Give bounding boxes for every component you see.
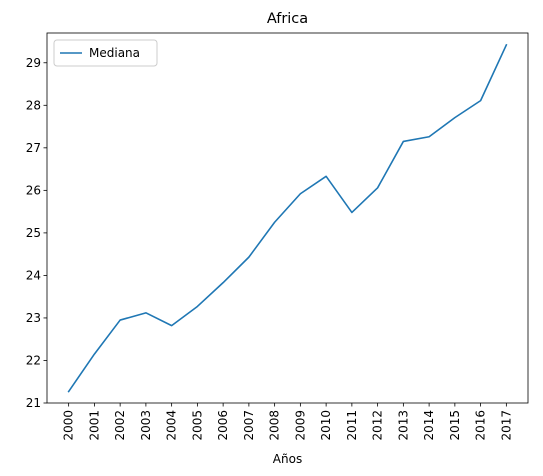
x-tick-label: 2002 <box>113 410 127 441</box>
x-tick-label: 2010 <box>319 410 333 441</box>
x-tick-label: 2017 <box>499 410 513 441</box>
legend: Mediana <box>53 39 158 67</box>
legend-box <box>53 39 158 67</box>
x-axis: 2000 2001 2002 2003 2004 2005 2006 2007 2008 2009… <box>62 403 513 441</box>
x-tick-label: 2004 <box>165 410 179 441</box>
y-tick-label: 25 <box>26 226 41 240</box>
x-tick-label: 2012 <box>371 410 385 441</box>
x-tick-label: 2006 <box>216 410 230 441</box>
y-tick-label: 29 <box>26 56 41 70</box>
plot-frame <box>46 32 529 404</box>
x-tick-label: 2009 <box>293 410 307 441</box>
x-tick-label: 2016 <box>474 410 488 441</box>
y-tick-label: 27 <box>26 141 41 155</box>
y-tick-label: 26 <box>26 183 41 197</box>
x-tick-label: 2001 <box>87 410 101 441</box>
x-tick-label: 2015 <box>448 410 462 441</box>
x-tick-label: 2008 <box>268 410 282 441</box>
series-line-mediana <box>67 43 508 393</box>
y-tick-label: 21 <box>26 396 41 410</box>
y-axis: 21 22 23 24 25 26 27 28 29 <box>26 56 47 410</box>
x-tick-label: 2003 <box>139 410 153 441</box>
y-tick-label: 24 <box>26 268 41 282</box>
y-tick-label: 28 <box>26 98 41 112</box>
series-layer <box>67 43 508 393</box>
y-tick-label: 23 <box>26 311 41 325</box>
plot-area <box>46 32 529 404</box>
chart-title: Africa <box>267 11 308 27</box>
x-tick-label: 2007 <box>242 410 256 441</box>
x-tick-label: 2011 <box>345 410 359 441</box>
y-tick-label: 22 <box>26 353 41 367</box>
x-tick-label: 2013 <box>396 410 410 441</box>
legend-label-mediana: Mediana <box>89 46 140 60</box>
x-tick-label: 2000 <box>62 410 76 441</box>
x-axis-label: Años <box>273 452 302 466</box>
x-tick-label: 2005 <box>190 410 204 441</box>
x-tick-label: 2014 <box>422 410 436 441</box>
